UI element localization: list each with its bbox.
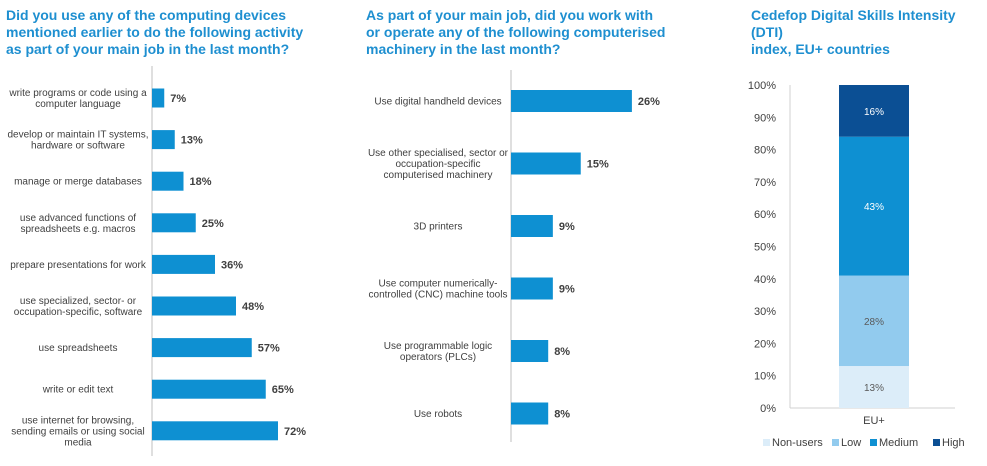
- bar-value-label: 48%: [242, 301, 264, 313]
- bar-value-label: 25%: [202, 218, 224, 230]
- bar: [152, 130, 175, 150]
- y-tick-label: 20%: [754, 338, 776, 350]
- bar-value-label: 26%: [638, 96, 660, 108]
- chart2-plot: 26% Use digital handheld devices 15% Use ot…: [368, 70, 660, 442]
- bar-value-label: 36%: [221, 259, 243, 271]
- category-label: use internet for browsing, sending emails…: [11, 415, 144, 448]
- bar-value-label: 18%: [190, 176, 212, 188]
- category-label: use advanced functions of spreadsheets e.…: [20, 213, 136, 235]
- y-tick-label: 30%: [754, 306, 776, 318]
- bar: [152, 213, 196, 233]
- bar-value-label: 8%: [554, 346, 570, 358]
- bar: [152, 379, 266, 399]
- bar: [152, 254, 215, 274]
- bar: [152, 338, 252, 358]
- y-tick-label: 80%: [754, 145, 776, 157]
- chart3-title: Cedefop Digital Skills Intensity (DTI) i…: [751, 7, 956, 57]
- legend-swatch: [763, 439, 770, 446]
- bar-value-label: 9%: [559, 221, 575, 233]
- category-label: Use programmable logic operators (PLCs): [384, 341, 492, 363]
- bar-value-label: 13%: [181, 135, 203, 147]
- bar-value-label: 15%: [587, 159, 609, 171]
- category-label: Use digital handheld devices: [374, 97, 501, 108]
- y-tick-label: 40%: [754, 274, 776, 286]
- segment-value-label: 16%: [864, 107, 884, 118]
- y-tick-label: 100%: [748, 80, 776, 92]
- category-label: develop or maintain IT systems, hardware …: [8, 130, 149, 152]
- y-tick-label: 60%: [754, 209, 776, 221]
- bar-value-label: 57%: [258, 343, 280, 355]
- category-label: Use robots: [414, 409, 462, 420]
- legend-label: Low: [841, 437, 861, 449]
- category-label: Use other specialised, sector or occupati…: [368, 148, 509, 181]
- category-label: use specialized, sector- or occupation-sp…: [14, 296, 143, 318]
- chart3-legend: Non-users Low Medium High: [763, 437, 965, 449]
- category-label: use spreadsheets: [39, 343, 118, 354]
- legend-swatch: [832, 439, 839, 446]
- category-label: prepare presentations for work: [10, 260, 147, 271]
- stacked-segment: [839, 275, 909, 367]
- segment-value-label: 43%: [864, 202, 884, 213]
- y-tick-label: 0%: [760, 403, 776, 415]
- category-label: 3D printers: [414, 222, 463, 233]
- y-tick-label: 10%: [754, 371, 776, 383]
- legend-swatch: [870, 439, 877, 446]
- bar-value-label: 8%: [554, 409, 570, 421]
- category-label: write programs or code using a computer l…: [8, 88, 147, 110]
- segment-value-label: 28%: [864, 317, 884, 328]
- category-label: manage or merge databases: [14, 177, 142, 188]
- chart1-plot: 7% write programs or code using a computer…: [8, 66, 306, 456]
- legend-label: Medium: [879, 437, 918, 449]
- bar: [511, 90, 632, 112]
- x-category-label: EU+: [863, 415, 885, 427]
- bar: [152, 296, 236, 316]
- chart3-plot: 0% 10% 20% 30% 40% 50% 60% 70% 80% 90% 100% 13% 28% 4…: [748, 80, 955, 427]
- chart2-title: As part of your main job, did you work w…: [366, 7, 666, 57]
- stacked-segment: [839, 85, 909, 137]
- bar: [511, 340, 549, 362]
- bar-value-label: 7%: [170, 93, 186, 105]
- legend-label: High: [942, 437, 965, 449]
- legend-label: Non-users: [772, 437, 823, 449]
- stacked-segment: [839, 136, 909, 276]
- bar-value-label: 9%: [559, 284, 575, 296]
- chart1-title: Did you use any of the computing devices…: [6, 7, 304, 57]
- category-label: write or edit text: [42, 385, 114, 396]
- segment-value-label: 13%: [864, 383, 884, 394]
- bar-value-label: 65%: [272, 384, 294, 396]
- bar-value-label: 72%: [284, 426, 306, 438]
- bar: [152, 421, 278, 441]
- bar: [152, 88, 165, 108]
- bar: [511, 215, 553, 237]
- bar: [511, 152, 581, 175]
- stacked-segment: [839, 366, 909, 408]
- bar: [152, 171, 184, 191]
- y-tick-label: 90%: [754, 112, 776, 124]
- bar: [511, 277, 553, 300]
- legend-swatch: [933, 439, 940, 446]
- bar: [511, 402, 549, 425]
- y-tick-label: 50%: [754, 242, 776, 254]
- y-tick-label: 70%: [754, 177, 776, 189]
- category-label: Use computer numerically-controlled (CNC…: [369, 279, 508, 301]
